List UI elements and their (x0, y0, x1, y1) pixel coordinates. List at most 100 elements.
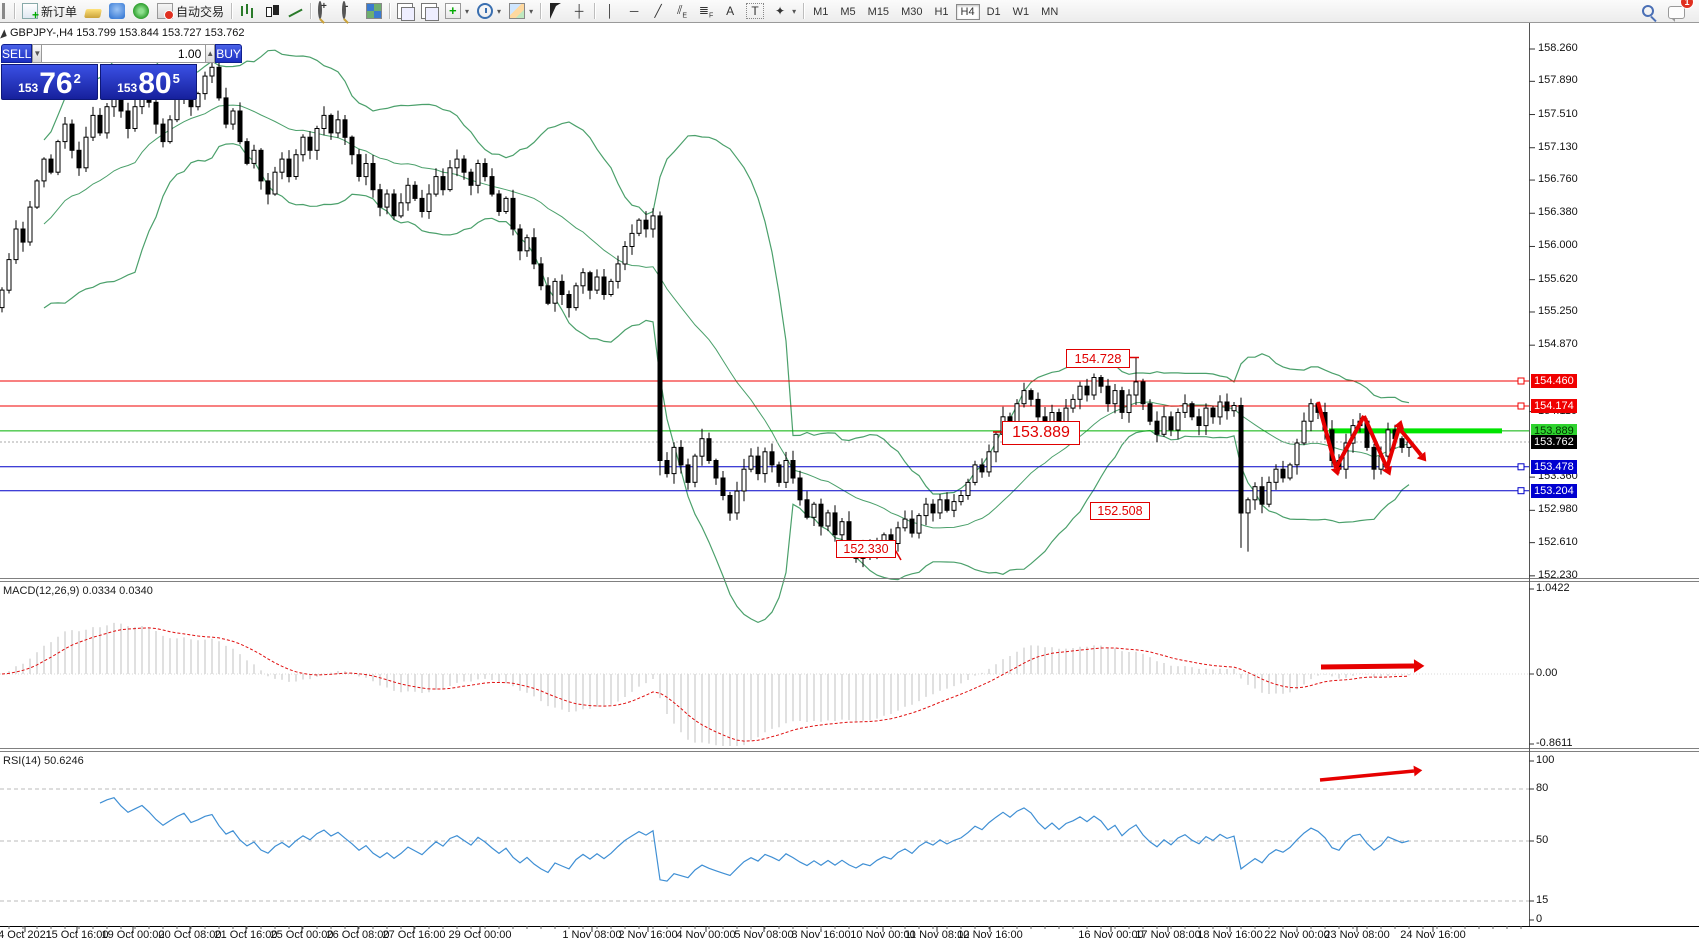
new-order-icon (22, 3, 39, 22)
toolbar-separator (594, 3, 596, 19)
time-tick: 20 Oct 08:00 (158, 929, 222, 941)
rsi-axis-tick: 80 (1536, 782, 1549, 794)
community-button[interactable] (105, 0, 129, 22)
channel-button[interactable]: ⫽E (670, 0, 694, 22)
timeframe-m1[interactable]: M1 (813, 6, 829, 18)
volume-increase-button[interactable]: ▲ (205, 44, 216, 63)
fibonacci-button[interactable]: ≣F (694, 0, 718, 22)
buy-button[interactable]: BUY (215, 44, 242, 63)
hline-icon: ─ (629, 4, 639, 18)
notification-badge: 1 (1680, 0, 1694, 9)
time-tick: 4 Nov 00:00 (676, 929, 736, 941)
add-indicator-icon (445, 3, 462, 19)
sell-price-prefix: 153 (18, 81, 39, 95)
autotrading-button[interactable]: 自动交易 (153, 0, 228, 22)
sell-price-big: 76 (39, 67, 73, 100)
macd-axis-tick: -0.8611 (1536, 737, 1573, 749)
label-button[interactable]: T (742, 0, 768, 22)
signals-icon (133, 3, 150, 19)
time-tick: 8 Nov 16:00 (791, 929, 851, 941)
price-line-label: 153.204 (1531, 484, 1577, 498)
tile-windows-icon (366, 3, 383, 19)
bar-chart-icon (239, 3, 255, 19)
volume-input[interactable] (42, 44, 206, 63)
time-tick: 5 Nov 08:00 (734, 929, 794, 941)
add-indicator-button[interactable]: ▾ (441, 0, 473, 22)
price-tick: 157.510 (1538, 108, 1578, 120)
bar-chart-button[interactable] (235, 0, 259, 22)
arrange-icon (421, 3, 440, 21)
price-line-label: 153.762 (1531, 435, 1577, 449)
sell-button[interactable]: SELL (1, 44, 33, 63)
arrows-icon: ✦ (775, 4, 786, 18)
period-icon (477, 3, 494, 19)
timeframe-h4[interactable]: H4 (955, 4, 980, 20)
channel-icon: ⫽E (677, 2, 688, 20)
cursor-button[interactable] (544, 0, 567, 22)
text-button[interactable]: A (718, 0, 742, 22)
time-tick: 10 Nov 00:00 (850, 929, 916, 941)
time-tick: 17 Nov 08:00 (1135, 929, 1201, 941)
zoom-in-button[interactable]: + (314, 0, 338, 22)
price-line-label: 154.174 (1531, 399, 1577, 413)
crosshair-button[interactable]: ┼ (567, 0, 591, 22)
price-tick: 156.380 (1538, 206, 1578, 218)
arrange-button[interactable] (417, 0, 441, 22)
cascade-button[interactable] (393, 0, 417, 22)
cursor-icon (550, 3, 562, 19)
time-tick: 12 Nov 16:00 (957, 929, 1023, 941)
volume-decrease-button[interactable]: ▼ (32, 44, 43, 63)
signals-button[interactable] (129, 0, 153, 22)
period-button[interactable]: ▾ (473, 0, 505, 22)
price-tick: 156.000 (1538, 239, 1578, 251)
gold-icon (84, 8, 102, 18)
time-tick: 24 Nov 16:00 (1400, 929, 1466, 941)
timeframe-w1[interactable]: W1 (1012, 6, 1030, 18)
price-tick: 152.610 (1538, 536, 1578, 548)
rsi-axis-tick: 0 (1536, 913, 1543, 925)
tile-windows-button[interactable] (362, 0, 386, 22)
label-icon: T (746, 3, 765, 19)
template-icon (509, 3, 526, 19)
macd-axis-tick: 1.0422 (1536, 582, 1570, 594)
time-tick: 16 Nov 00:00 (1078, 929, 1144, 941)
timeframe-m30[interactable]: M30 (901, 6, 923, 18)
price-annotation: 152.508 (1090, 502, 1150, 520)
price-line-label: 153.889 (1531, 424, 1577, 438)
timeframe-h1[interactable]: H1 (934, 6, 949, 18)
trendline-button[interactable]: ╱ (646, 0, 670, 22)
price-line-label: 154.460 (1531, 374, 1577, 388)
rsi-axis-tick: 100 (1536, 754, 1555, 766)
timeframe-mn[interactable]: MN (1041, 6, 1059, 18)
sell-price-tile[interactable]: 153 76 2 (1, 64, 98, 100)
price-tick: 152.980 (1538, 503, 1578, 515)
autotrading-icon (157, 3, 175, 20)
gold-button[interactable] (81, 0, 105, 22)
zoom-out-button[interactable]: - (338, 0, 362, 22)
timeframe-m15[interactable]: M15 (867, 6, 890, 18)
candlestick-button[interactable] (259, 0, 283, 22)
time-tick: 19 Oct 00:00 (101, 929, 165, 941)
time-tick: 26 Oct 08:00 (326, 929, 390, 941)
buy-price-big: 80 (138, 67, 172, 100)
buy-price-tile[interactable]: 153 80 5 (100, 64, 197, 100)
fibonacci-icon: ≣F (698, 2, 714, 20)
time-tick: 23 Nov 08:00 (1324, 929, 1390, 941)
sell-price-pip: 2 (73, 71, 81, 86)
chart-fragment-icon (2, 3, 11, 19)
template-button[interactable]: ▾ (505, 0, 537, 22)
search-button[interactable] (1638, 0, 1658, 22)
timeframe-m5[interactable]: M5 (840, 6, 856, 18)
time-tick: 2 Nov 16:00 (618, 929, 678, 941)
price-annotation: 152.330 (836, 540, 896, 558)
notifications-button[interactable]: 1 (1664, 0, 1694, 22)
hline-button[interactable]: ─ (622, 0, 646, 22)
new-order-button[interactable]: 新订单 (18, 0, 81, 22)
line-chart-button[interactable] (283, 0, 307, 22)
timeframe-d1[interactable]: D1 (986, 6, 1001, 18)
vline-button[interactable]: │ (598, 0, 622, 22)
main-toolbar: 新订单 自动交易 + - ▾ ▾ ▾ ┼ (0, 0, 1699, 23)
time-tick: 15 Oct 16:00 (45, 929, 109, 941)
arrows-button[interactable]: ✦ ▾ (768, 0, 800, 22)
